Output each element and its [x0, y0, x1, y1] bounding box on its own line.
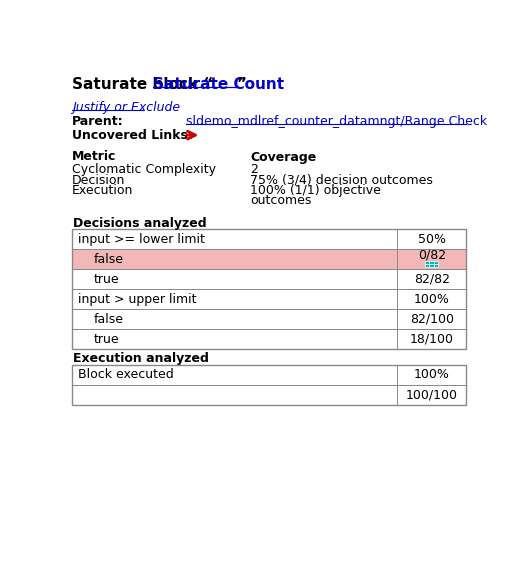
Text: Saturate block “: Saturate block “ — [72, 76, 213, 92]
Text: 100%: 100% — [414, 368, 450, 381]
Text: 100/100: 100/100 — [406, 388, 458, 401]
Text: input > upper limit: input > upper limit — [78, 293, 196, 305]
Text: input >= lower limit: input >= lower limit — [78, 232, 205, 246]
Bar — [72, 309, 466, 329]
Bar — [72, 229, 466, 249]
Bar — [425, 261, 429, 264]
Text: 2: 2 — [250, 163, 258, 176]
Bar — [72, 364, 466, 405]
Text: Justify or Exclude: Justify or Exclude — [72, 101, 180, 114]
Bar — [72, 289, 466, 309]
Bar — [72, 385, 466, 405]
Text: Decisions analyzed: Decisions analyzed — [74, 217, 207, 230]
Bar — [434, 265, 438, 267]
Bar — [72, 249, 466, 269]
Bar — [72, 364, 466, 385]
Bar — [72, 269, 466, 289]
Bar — [425, 265, 429, 267]
Text: 100%: 100% — [414, 293, 450, 305]
Text: Execution analyzed: Execution analyzed — [74, 352, 209, 365]
Text: outcomes: outcomes — [250, 195, 311, 207]
Text: Metric: Metric — [72, 150, 116, 164]
Text: 0/82: 0/82 — [418, 249, 446, 262]
Bar — [434, 261, 438, 264]
Text: true: true — [93, 273, 119, 286]
Bar — [429, 265, 434, 267]
Text: 75% (3/4) decision outcomes: 75% (3/4) decision outcomes — [250, 173, 433, 187]
Text: 100% (1/1) objective: 100% (1/1) objective — [250, 184, 381, 197]
Text: Cyclomatic Complexity: Cyclomatic Complexity — [72, 163, 216, 176]
Text: Saturate Count: Saturate Count — [153, 76, 285, 92]
Text: Execution: Execution — [72, 184, 133, 197]
Text: 50%: 50% — [418, 232, 446, 246]
Bar — [429, 261, 434, 264]
Text: Decision: Decision — [72, 173, 125, 187]
Text: ”: ” — [236, 76, 246, 92]
Text: 82/82: 82/82 — [414, 273, 450, 286]
Text: Block executed: Block executed — [78, 368, 174, 381]
Text: 82/100: 82/100 — [410, 313, 454, 325]
Text: false: false — [93, 313, 123, 325]
Text: Parent:: Parent: — [72, 115, 123, 128]
Bar — [72, 229, 466, 349]
Text: 18/100: 18/100 — [410, 333, 454, 346]
Text: Coverage: Coverage — [250, 150, 317, 164]
Text: true: true — [93, 333, 119, 346]
Text: Uncovered Links:: Uncovered Links: — [72, 129, 193, 142]
Text: sldemo_mdlref_counter_datamngt/Range Check: sldemo_mdlref_counter_datamngt/Range Che… — [186, 115, 487, 128]
Bar — [72, 329, 466, 349]
Text: false: false — [93, 253, 123, 266]
